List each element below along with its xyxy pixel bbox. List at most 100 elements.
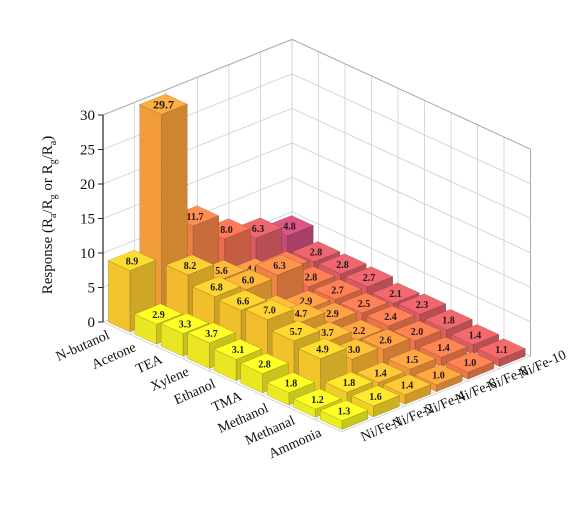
bar-top-face [192, 276, 241, 298]
bar-top-face [165, 254, 215, 276]
grid-line [102, 108, 293, 185]
bar-top-face [319, 400, 369, 421]
z-axis-label-part: a [48, 213, 59, 218]
bar-top-face [291, 241, 341, 263]
bar-top-face [445, 351, 495, 373]
z-axis-label-part: a [48, 140, 59, 145]
bar-top-face [187, 322, 236, 344]
bar-value-label: 2.2 [353, 326, 366, 337]
bar-value-label: 1.1 [495, 345, 508, 356]
grid-line [291, 108, 531, 219]
z-tick-label: 10 [80, 246, 95, 262]
bar-value-label: 2.1 [389, 289, 402, 300]
z-tick-label: 30 [80, 108, 95, 124]
bar-top-face [218, 289, 268, 311]
grid-line [291, 142, 531, 254]
bar-value-label: 1.2 [311, 395, 324, 406]
bar-top-face [371, 282, 420, 304]
bar-value-label: 2.4 [384, 312, 397, 323]
bar-value-label: 4.0 [247, 265, 260, 276]
bar: 1.0 [445, 351, 495, 380]
z-axis-label-part: g [48, 159, 59, 164]
bar-top-face [324, 371, 374, 393]
bar-top-face [255, 254, 304, 276]
grid-line [102, 142, 293, 219]
z-tick-label: 0 [88, 315, 96, 331]
bar-value-label: 4.7 [295, 309, 308, 320]
grid-line [291, 211, 531, 323]
z-tick-label: 25 [80, 143, 95, 159]
bar-value-label: 1.0 [432, 371, 445, 382]
bar-value-label: 6.0 [242, 276, 255, 287]
bar-value-label: 1.8 [285, 379, 298, 390]
z-tick-label: 5 [88, 281, 96, 297]
grid-line [102, 321, 342, 433]
bar-value-label: 6.3 [252, 224, 265, 235]
gas-axis-label: TEA [134, 352, 166, 377]
bar-top-face [361, 328, 410, 350]
bar-value-label: 1.0 [464, 358, 477, 369]
bar-value-label: 8.2 [184, 261, 197, 272]
bar: 1.3 [319, 400, 369, 430]
bar-side-face [107, 260, 131, 333]
bar-value-label: 3.7 [205, 329, 218, 340]
z-tick-label: 15 [80, 212, 95, 228]
bar-value-label: 2.7 [331, 285, 344, 296]
bar-top-face [160, 313, 210, 334]
bar-value-label: 6.3 [273, 261, 286, 272]
bar-value-label: 5.7 [290, 327, 303, 338]
bar-top-face [266, 372, 316, 393]
bar-value-label: 1.5 [406, 355, 419, 366]
bar-value-label: 11.7 [187, 212, 204, 223]
z-tick-label: 20 [80, 177, 95, 193]
bar-top-face [293, 388, 342, 410]
bar-top-face [240, 353, 289, 374]
bar-top-face [414, 364, 463, 386]
grid-line [102, 73, 293, 150]
bar-value-label: 3.1 [232, 345, 245, 356]
bar-value-label: 4.8 [283, 222, 296, 233]
bar-top-face [339, 292, 389, 314]
z-axis-label-part: ) [40, 136, 56, 141]
bar-top-face [271, 320, 321, 342]
bar-value-label: 4.9 [316, 345, 329, 356]
bar-value-label: 6.8 [210, 283, 223, 294]
bar-top-face [298, 338, 347, 360]
bar-top-face [313, 278, 362, 300]
bar-value-label: 1.4 [437, 343, 450, 354]
bar-value-label: 2.3 [416, 300, 429, 311]
bar: 1.1 [477, 338, 526, 367]
bar-value-label: 1.8 [442, 316, 455, 327]
bar-top-face [477, 338, 526, 360]
bar-top-face [392, 320, 442, 342]
bar-top-face [344, 266, 394, 288]
bar-value-label: 2.8 [336, 260, 349, 271]
bar-top-face [107, 249, 157, 271]
bar-top-face [424, 309, 473, 330]
bar-value-label: 2.8 [258, 360, 271, 371]
bar-value-label: 8.9 [126, 256, 139, 267]
bar-top-face [450, 324, 500, 345]
bar: 1.6 [351, 385, 400, 418]
bar-value-label: 2.6 [379, 335, 392, 346]
grid-line [291, 177, 531, 288]
bar-value-label: 2.8 [305, 273, 318, 284]
bar-top-face [213, 338, 263, 360]
axis-frame-line [291, 38, 531, 150]
z-axis-label-part: g [48, 194, 59, 199]
bar-top-face [134, 303, 183, 325]
bar-top-face [419, 336, 468, 358]
bar-value-label: 2.5 [358, 299, 371, 310]
bar-top-face [356, 361, 405, 383]
axis-frame-line [102, 38, 293, 116]
bar-value-label: 2.8 [310, 248, 323, 259]
bar-value-label: 2.7 [363, 273, 376, 284]
bar-top-face [139, 93, 188, 115]
bar-top-face [318, 253, 367, 275]
bar-value-label: 3.3 [179, 319, 192, 330]
grid-line [291, 73, 531, 185]
z-axis-label-part: or R [40, 164, 56, 194]
bar-value-label: 3.7 [321, 328, 334, 339]
